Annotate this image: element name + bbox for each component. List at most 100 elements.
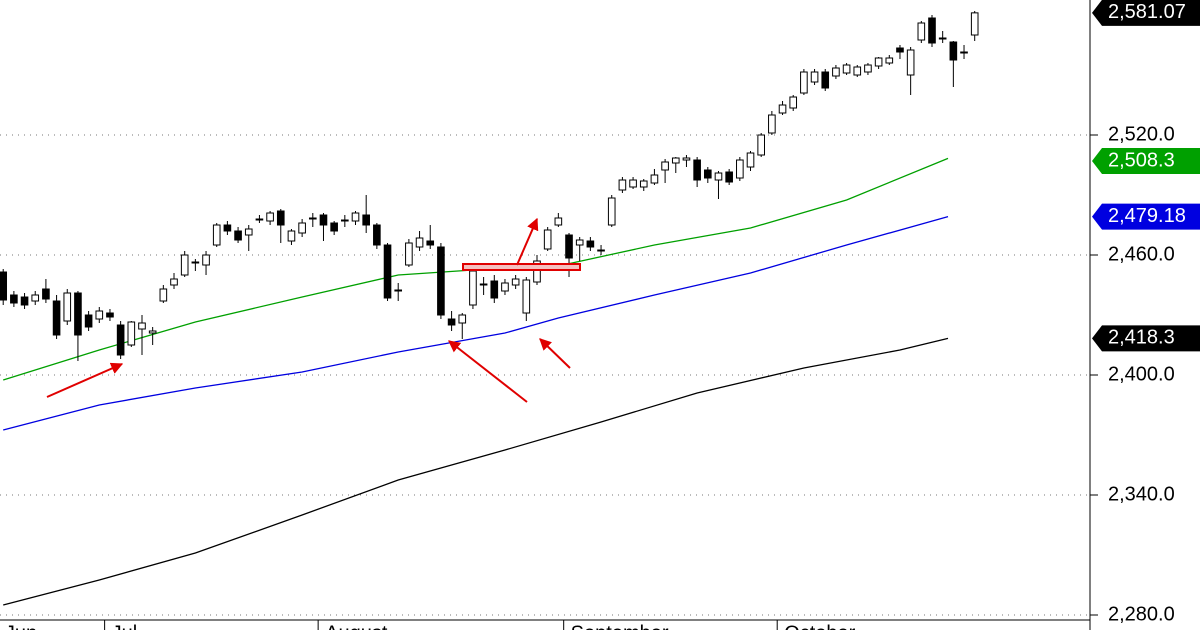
last-value-label: 2,581.07: [1108, 1, 1186, 23]
candle-body: [554, 217, 563, 226]
candle-body: [159, 288, 168, 302]
last-value-label: 2,418.3: [1108, 327, 1175, 349]
candle-body: [853, 66, 862, 76]
moving-average-line: [3, 337, 949, 606]
candle-body: [682, 157, 691, 161]
candle-body: [458, 314, 467, 324]
candle-body: [10, 294, 18, 304]
arrow: [448, 340, 528, 403]
candle-body: [650, 174, 659, 184]
candle-body: [575, 239, 584, 246]
candle-body: [298, 222, 306, 234]
candle-body: [415, 237, 424, 248]
candle-body: [864, 64, 872, 73]
last-value-box: [1092, 325, 1200, 352]
candle-body: [768, 114, 776, 134]
candle-body: [255, 218, 264, 221]
candle-body: [842, 64, 851, 74]
last-value-box: [1092, 203, 1200, 230]
candle-body: [180, 254, 189, 276]
candle-body: [597, 249, 605, 252]
candle-body: [928, 17, 936, 44]
candle-body: [0, 271, 8, 301]
candle-body: [426, 240, 435, 246]
candle-body: [543, 229, 552, 250]
last-value-label: 2,479.18: [1108, 205, 1186, 227]
candle-body: [106, 312, 114, 318]
arrow: [46, 362, 124, 398]
candle-body: [607, 197, 616, 226]
candle-body: [234, 230, 242, 241]
candle-body: [287, 230, 296, 242]
candle-body: [202, 254, 210, 266]
last-value-label: 2,508.3: [1108, 149, 1175, 171]
candle-body: [586, 240, 595, 248]
candle-body: [351, 212, 360, 222]
candle-body: [800, 71, 808, 94]
candle-body: [469, 270, 477, 306]
candle-body: [970, 12, 979, 36]
candles: [0, 11, 979, 361]
candle-body: [308, 217, 317, 220]
candle-body: [671, 157, 680, 164]
moving-average-line: [3, 216, 949, 431]
annotations: [46, 217, 581, 403]
x-tick-label: September: [571, 622, 669, 630]
grid: [0, 134, 1090, 616]
candle-body: [511, 278, 520, 286]
candle-body: [63, 292, 72, 322]
candle-body: [244, 228, 253, 236]
y-tick-label: 2,340.0: [1108, 483, 1175, 505]
arrow: [516, 217, 539, 266]
y-tick-label: 2,520.0: [1108, 123, 1175, 145]
candle-body: [714, 172, 723, 181]
candle-body: [960, 51, 968, 54]
candle-body: [938, 37, 947, 40]
candle-body: [479, 283, 488, 286]
candle-body: [821, 71, 830, 89]
candle-body: [148, 330, 157, 334]
arrow: [539, 338, 571, 369]
candle-body: [693, 159, 701, 181]
candle-body: [223, 224, 232, 232]
candle-body: [832, 67, 840, 77]
candle-body: [490, 280, 499, 299]
candle-body: [52, 300, 61, 336]
candle-body: [330, 222, 338, 232]
candle-body: [896, 47, 904, 53]
candle-body: [906, 49, 915, 76]
candle-body: [629, 179, 637, 188]
candle-body: [778, 104, 787, 114]
candle-body: [789, 96, 798, 109]
candle-body: [533, 260, 541, 283]
candle-body: [127, 321, 136, 346]
candle-body: [373, 224, 381, 246]
candle-body: [20, 296, 29, 306]
y-tick-label: 2,280.0: [1108, 603, 1175, 625]
candle-body: [703, 169, 712, 179]
candle-body: [725, 171, 733, 183]
x-tick-label: Jul: [112, 622, 138, 630]
candle-body: [405, 242, 413, 266]
candle-body: [639, 180, 648, 188]
candle-body: [116, 324, 125, 356]
moving-averages: [3, 157, 949, 606]
candle-body: [95, 310, 104, 320]
last-value-box: [1092, 148, 1200, 174]
y-tick-label: 2,400.0: [1108, 363, 1175, 385]
candle-body: [522, 279, 531, 314]
candle-body: [917, 22, 926, 41]
candle-body: [874, 57, 883, 67]
y-tick-label: 2,460.0: [1108, 243, 1175, 265]
highlight-box: [462, 263, 581, 271]
candle-body: [394, 289, 403, 292]
candle-body: [736, 159, 744, 179]
candle-body: [501, 282, 509, 292]
candle-body: [437, 246, 445, 316]
candle-body: [885, 57, 894, 64]
candle-body: [31, 294, 40, 302]
candle-body: [170, 278, 178, 286]
